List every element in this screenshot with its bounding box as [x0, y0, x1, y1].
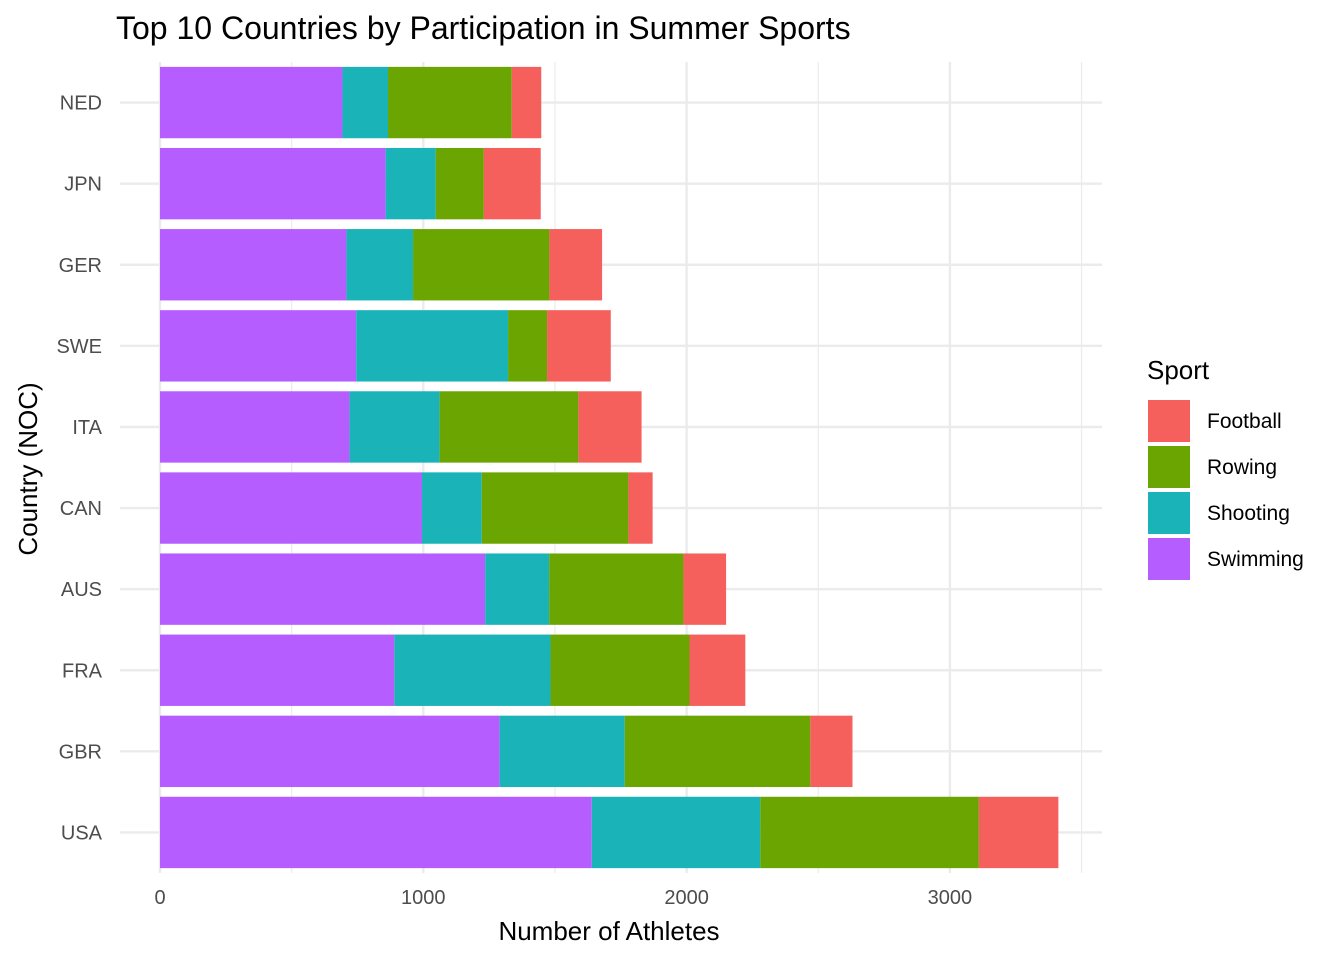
bar-can-swimming — [160, 472, 422, 544]
legend-swatch-swimming — [1148, 538, 1190, 580]
bar-swe-shooting — [356, 310, 509, 382]
bar-gbr-shooting — [499, 715, 625, 788]
bar-fra-swimming — [160, 634, 395, 706]
bar-ita-rowing — [439, 391, 579, 463]
legend-swatch-shooting — [1148, 492, 1190, 534]
bar-can-rowing — [481, 472, 629, 544]
bar-usa-shooting — [591, 796, 761, 869]
legend-label-swimming: Swimming — [1207, 548, 1304, 571]
y-tick-labels: USA GBR FRA AUS CAN ITA SWE GER JPN NED — [56, 93, 102, 845]
bar-ger-football — [549, 229, 603, 301]
y-tick-label: NED — [60, 93, 102, 115]
bar-jpn-swimming — [160, 147, 386, 220]
bar-fra-rowing — [550, 634, 690, 706]
bar-swe-rowing — [508, 310, 548, 382]
bar-ger-rowing — [413, 229, 550, 301]
bar-ita-shooting — [349, 391, 440, 463]
bar-gbr-rowing — [624, 715, 811, 788]
bar-jpn-football — [483, 147, 541, 220]
legend: Sport Football Rowing Shooting Swimming — [1147, 355, 1304, 580]
x-tick-label: 3000 — [928, 887, 973, 909]
y-tick-label: FRA — [62, 660, 103, 682]
bar-gbr-swimming — [160, 715, 500, 788]
bars — [160, 66, 1059, 869]
y-tick-label: GBR — [59, 741, 102, 763]
bar-ger-shooting — [346, 229, 414, 301]
bar-fra-football — [689, 634, 746, 706]
bar-jpn-shooting — [385, 147, 436, 220]
bar-aus-football — [683, 553, 727, 625]
bar-can-shooting — [421, 472, 482, 544]
legend-label-rowing: Rowing — [1207, 456, 1277, 479]
x-tick-label: 0 — [154, 887, 165, 909]
bar-gbr-football — [810, 715, 853, 788]
y-tick-label: AUS — [61, 579, 102, 601]
y-tick-label: JPN — [64, 174, 102, 196]
legend-label-football: Football — [1207, 410, 1282, 433]
bar-ned-swimming — [160, 66, 343, 139]
bar-ita-football — [578, 391, 642, 463]
bar-ned-football — [511, 66, 542, 139]
legend-label-shooting: Shooting — [1207, 502, 1290, 525]
y-tick-label: GER — [59, 255, 102, 277]
bar-swe-football — [547, 310, 611, 382]
bar-usa-swimming — [160, 796, 592, 869]
bar-aus-rowing — [549, 553, 684, 625]
chart-title: Top 10 Countries by Participation in Sum… — [116, 10, 851, 46]
x-tick-label: 2000 — [664, 887, 709, 909]
y-tick-label: CAN — [60, 498, 102, 520]
legend-swatch-rowing — [1148, 446, 1190, 488]
bar-ger-swimming — [160, 229, 347, 301]
bar-aus-shooting — [485, 553, 550, 625]
bar-ita-swimming — [160, 391, 350, 463]
x-tick-labels: 0 1000 2000 3000 — [154, 887, 972, 909]
bar-aus-swimming — [160, 553, 486, 625]
y-axis-title: Country (NOC) — [13, 382, 43, 555]
x-axis-title: Number of Athletes — [498, 916, 719, 946]
bar-usa-football — [978, 796, 1059, 869]
bar-can-football — [628, 472, 653, 544]
x-tick-label: 1000 — [401, 887, 446, 909]
y-tick-label: SWE — [56, 336, 102, 358]
y-tick-label: ITA — [72, 417, 102, 439]
bar-ned-shooting — [342, 66, 389, 139]
bar-jpn-rowing — [435, 147, 484, 220]
bar-swe-swimming — [160, 310, 357, 382]
bar-ned-rowing — [388, 66, 512, 139]
legend-swatch-football — [1148, 400, 1190, 442]
bar-fra-shooting — [394, 634, 551, 706]
legend-title: Sport — [1147, 355, 1210, 385]
y-tick-label: USA — [61, 822, 103, 844]
bar-usa-rowing — [760, 796, 979, 869]
